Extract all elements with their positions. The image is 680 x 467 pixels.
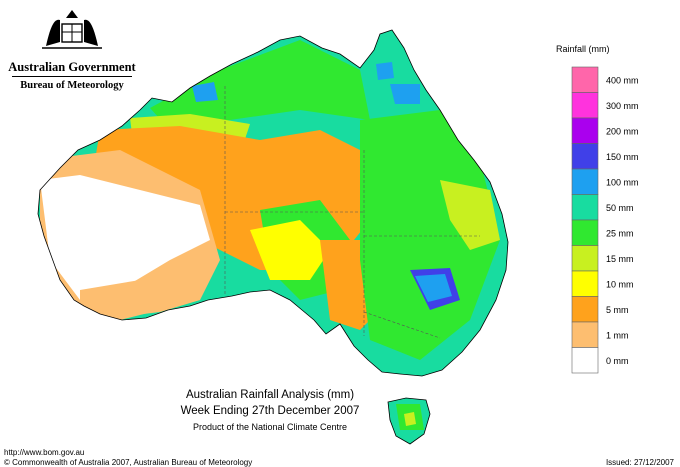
legend-swatch <box>571 296 599 323</box>
region-white-west <box>40 175 210 300</box>
legend-colorbar <box>571 66 599 374</box>
region-blue-topend <box>192 82 218 102</box>
map-subtitle: Week Ending 27th December 2007 <box>180 405 360 417</box>
source-url: http://www.bom.gov.au <box>4 448 85 457</box>
legend-label: 50 mm <box>606 203 634 213</box>
legend-label: 300 mm <box>606 101 639 111</box>
map-credit: Product of the National Climate Centre <box>192 422 348 432</box>
legend-swatch <box>571 219 599 246</box>
map-title: Australian Rainfall Analysis (mm) <box>185 389 355 401</box>
coat-of-arms-icon <box>42 10 102 49</box>
region-sky-nsw <box>415 274 452 302</box>
legend-label: 400 mm <box>606 75 639 85</box>
legend-swatch <box>571 270 599 297</box>
region-yellow-qld <box>440 180 500 250</box>
tropical-north-band <box>40 40 500 360</box>
legend-swatch <box>571 321 599 348</box>
legend-label: 1 mm <box>606 330 629 340</box>
region-yellow-central <box>250 220 330 280</box>
region-blue-capeyork <box>390 84 420 104</box>
mainland-outline <box>37 29 509 377</box>
legend-swatch <box>571 168 599 195</box>
legend-swatch <box>571 117 599 144</box>
header-divider <box>12 76 132 77</box>
legend-swatch <box>571 194 599 221</box>
tasmania-outline <box>387 397 431 445</box>
legend-swatch <box>571 92 599 119</box>
legend-label: 100 mm <box>606 177 639 187</box>
copyright-notice: © Commonwealth of Australia 2007, Austra… <box>4 458 253 467</box>
region-blue-arnhem <box>376 62 394 80</box>
legend-swatch <box>571 143 599 170</box>
legend-swatch <box>571 66 599 93</box>
government-name: Australian Government <box>8 60 136 74</box>
legend-label: 25 mm <box>606 228 634 238</box>
legend-label: 150 mm <box>606 152 639 162</box>
region-orange-sw <box>80 270 200 318</box>
legend-swatch <box>571 245 599 272</box>
region-green-west <box>150 40 370 130</box>
legend-label: 200 mm <box>606 126 639 136</box>
legend-labels: 400 mm 300 mm 200 mm 150 mm 100 mm 50 mm 25 mm… <box>606 75 639 366</box>
legend-label: 15 mm <box>606 254 634 264</box>
state-borders <box>224 86 480 339</box>
legend-label: 5 mm <box>606 305 629 315</box>
bureau-name: Bureau of Meteorology <box>20 80 124 91</box>
legend-title: Rainfall (mm) <box>556 44 610 54</box>
legend-swatch <box>571 347 599 374</box>
region-green-east <box>360 110 500 360</box>
legend-label: 0 mm <box>606 356 629 366</box>
legend-label: 10 mm <box>606 279 634 289</box>
issued-date: Issued: 27/12/2007 <box>605 458 674 467</box>
